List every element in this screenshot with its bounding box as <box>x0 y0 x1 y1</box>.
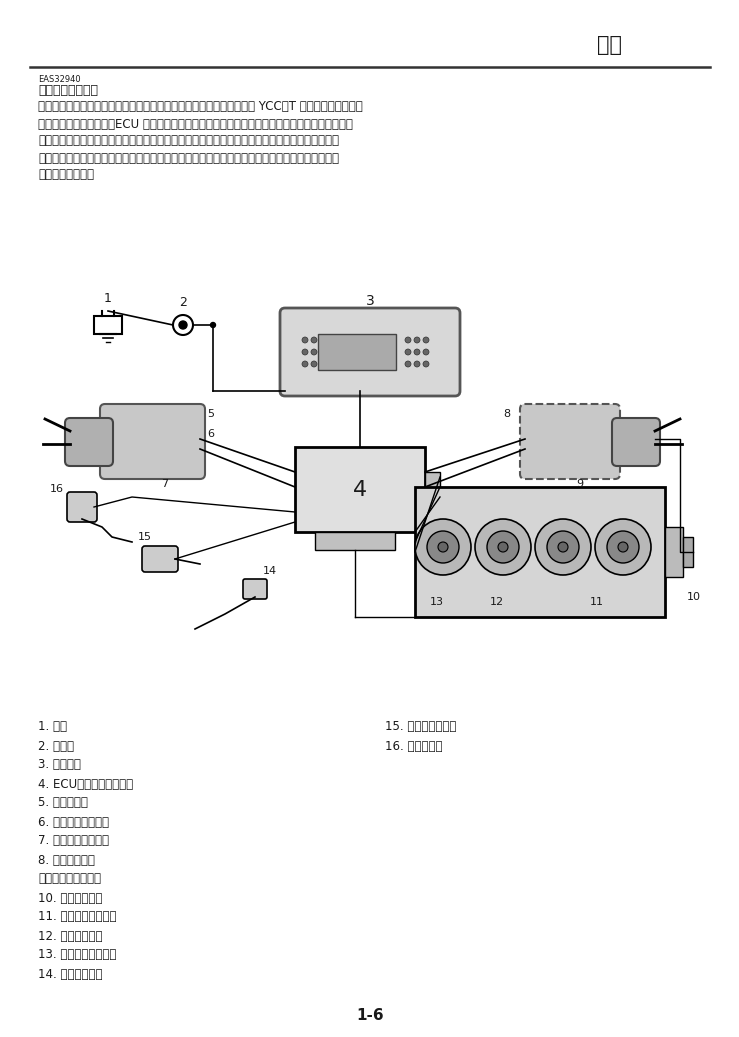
Text: 2: 2 <box>179 297 187 309</box>
Text: 駕駛控制系統概要: 駕駛控制系統概要 <box>38 84 98 96</box>
FancyBboxPatch shape <box>318 334 396 370</box>
Bar <box>415 487 665 617</box>
Text: 15. 曲軸位置感測器: 15. 曲軸位置感測器 <box>385 721 457 733</box>
Circle shape <box>498 542 508 552</box>
Bar <box>94 316 122 334</box>
Circle shape <box>302 361 308 367</box>
Text: 12: 12 <box>490 597 504 607</box>
Text: 6. 巡航控制電源開關: 6. 巡航控制電源開關 <box>38 815 109 829</box>
Text: 1-6: 1-6 <box>356 1008 384 1022</box>
Circle shape <box>427 531 459 563</box>
Circle shape <box>415 518 471 574</box>
Circle shape <box>414 349 420 355</box>
Text: 8: 8 <box>503 409 510 419</box>
Text: 8. 前熱車燈開關: 8. 前熱車燈開關 <box>38 853 95 867</box>
Text: 14. 後熱車燈開關: 14. 後熱車燈開關 <box>38 968 103 981</box>
Bar <box>665 527 683 577</box>
Text: 並操作節氣門伺服馬達來控制節氣門。由於此系統可讓騎乘者在不操作節氣門的情況下維持設定的: 並操作節氣門伺服馬達來控制節氣門。由於此系統可讓騎乘者在不操作節氣門的情況下維持… <box>38 135 339 147</box>
Circle shape <box>173 315 193 335</box>
Text: 11. 加速器位置感測器: 11. 加速器位置感測器 <box>38 910 117 924</box>
Text: 5. 離合器開關: 5. 離合器開關 <box>38 796 88 810</box>
Circle shape <box>423 361 429 367</box>
Circle shape <box>595 518 651 574</box>
Text: 5: 5 <box>207 409 214 419</box>
FancyBboxPatch shape <box>100 404 205 479</box>
Circle shape <box>302 349 308 355</box>
Text: 4. ECU（引擎控制單元）: 4. ECU（引擎控制單元） <box>38 778 133 790</box>
Text: 1: 1 <box>104 292 112 306</box>
Circle shape <box>405 349 411 355</box>
Circle shape <box>423 337 429 343</box>
Circle shape <box>311 337 317 343</box>
Text: 3: 3 <box>366 295 375 308</box>
FancyBboxPatch shape <box>142 546 178 572</box>
Circle shape <box>487 531 519 563</box>
Circle shape <box>414 337 420 343</box>
Text: 7: 7 <box>161 479 168 489</box>
Text: 系統可以電子方式控制。ECU 根據從感應器和開關接收到的訊號，計算出所需的紅色節氣門開度，: 系統可以電子方式控制。ECU 根據從感應器和開關接收到的訊號，計算出所需的紅色節… <box>38 117 353 131</box>
Circle shape <box>405 337 411 343</box>
FancyBboxPatch shape <box>520 404 620 479</box>
FancyBboxPatch shape <box>67 492 97 522</box>
Text: 14: 14 <box>263 566 277 576</box>
Text: 6: 6 <box>207 429 214 439</box>
Circle shape <box>438 542 448 552</box>
Circle shape <box>535 518 591 574</box>
Text: 12. 節流伺服馬達: 12. 節流伺服馬達 <box>38 929 103 943</box>
Circle shape <box>302 337 308 343</box>
Bar <box>295 447 425 532</box>
Text: 7. 巡航控制設定開關: 7. 巡航控制設定開關 <box>38 835 109 847</box>
Bar <box>683 537 693 567</box>
FancyBboxPatch shape <box>280 308 460 396</box>
Text: 4: 4 <box>353 479 367 500</box>
Text: 15: 15 <box>138 532 152 542</box>
Circle shape <box>405 361 411 367</box>
Circle shape <box>558 542 568 552</box>
Circle shape <box>423 349 429 355</box>
Text: 16. 後輪感測器: 16. 後輪感測器 <box>385 739 443 753</box>
Text: 11: 11 <box>590 597 604 607</box>
Circle shape <box>414 361 420 367</box>
Circle shape <box>311 349 317 355</box>
Circle shape <box>475 518 531 574</box>
FancyBboxPatch shape <box>65 418 113 466</box>
Text: 特點: 特點 <box>598 35 622 55</box>
Circle shape <box>179 321 187 329</box>
Circle shape <box>547 531 579 563</box>
Text: 10. 握把取消開關: 10. 握把取消開關 <box>38 892 103 904</box>
Bar <box>425 472 440 512</box>
Text: 10: 10 <box>687 592 701 602</box>
Text: EAS32940: EAS32940 <box>38 75 81 84</box>
Text: 3. 電錶組件: 3. 電錶組件 <box>38 758 81 772</box>
FancyBboxPatch shape <box>612 418 660 466</box>
Text: 備自我診斷功能。: 備自我診斷功能。 <box>38 168 94 181</box>
Text: 2. 主開關: 2. 主開關 <box>38 739 74 753</box>
Text: 1. 電池: 1. 電池 <box>38 721 67 733</box>
Text: 13: 13 <box>430 597 444 607</box>
FancyBboxPatch shape <box>243 579 267 599</box>
Text: 9: 9 <box>576 479 584 489</box>
Circle shape <box>618 542 628 552</box>
Bar <box>315 532 395 550</box>
Circle shape <box>607 531 639 563</box>
Circle shape <box>211 323 216 328</box>
Text: 13. 節氣門位置感測器: 13. 節氣門位置感測器 <box>38 949 116 961</box>
Circle shape <box>311 361 317 367</box>
Text: 啟動／引擎停止開關: 啟動／引擎停止開關 <box>38 872 101 886</box>
Text: 巡航速度，因此此系統可減輕騎乘者在長途旅行時維持固定速度的負擔。此外，巡航控制系統還具: 巡航速度，因此此系統可減輕騎乘者在長途旅行時維持固定速度的負擔。此外，巡航控制系… <box>38 151 339 165</box>
Text: 16: 16 <box>50 484 64 494</box>
Text: 此車型配備巡航控制系統，旨在維持設定的巡航速度。由於本車型配備 YCC－T 系統，因此巡航控制: 此車型配備巡航控制系統，旨在維持設定的巡航速度。由於本車型配備 YCC－T 系統… <box>38 101 363 113</box>
